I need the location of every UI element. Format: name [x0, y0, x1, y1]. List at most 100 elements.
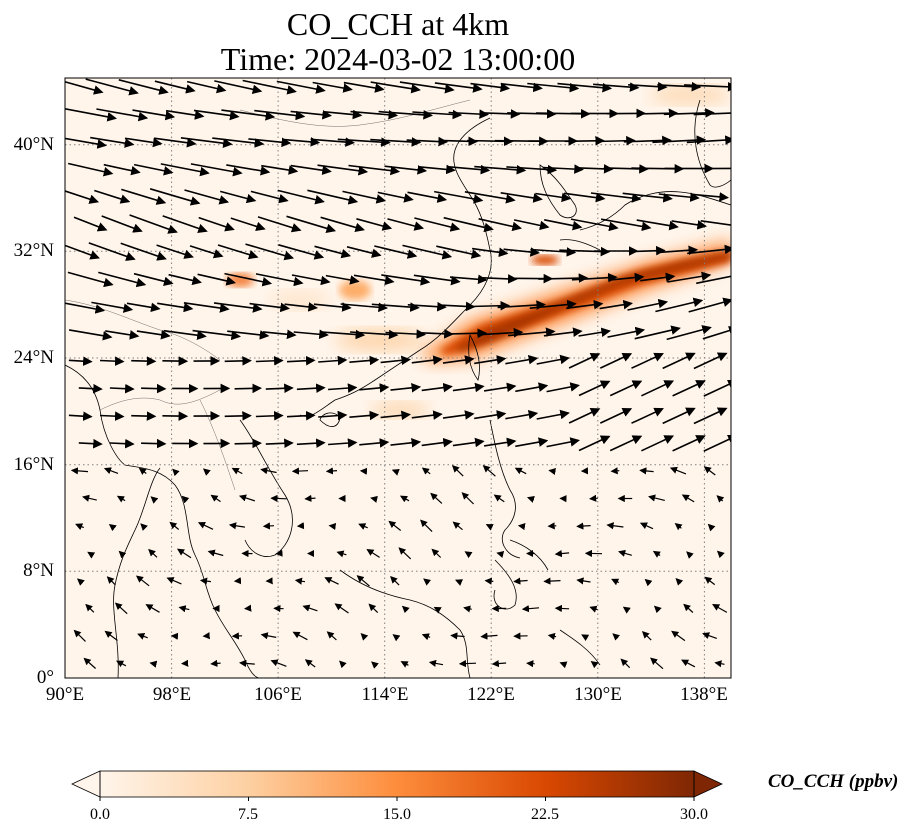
wind-vector [703, 466, 716, 476]
wind-vector [641, 631, 652, 641]
wind-vector [226, 164, 271, 176]
wind-vector [571, 272, 618, 283]
wind-vector [702, 325, 731, 340]
wind-vector [505, 354, 539, 365]
wind-vector [138, 467, 147, 475]
wind-vector [543, 327, 583, 337]
wind-vector [407, 301, 447, 312]
wind-vector [75, 523, 85, 531]
wind-vector [176, 548, 192, 559]
wind-vector [374, 245, 418, 259]
wind-vector [442, 410, 475, 420]
lon-tick-label: 106°E [254, 684, 302, 705]
wind-vector [442, 301, 476, 312]
wind-vector [314, 245, 352, 259]
wind-vector [221, 109, 276, 121]
wind-vector [461, 492, 475, 505]
wind-vector [674, 522, 683, 531]
wind-vector [150, 496, 159, 504]
wind-vector [600, 218, 652, 232]
wind-vector [277, 189, 325, 205]
lat-tick-label: 16°N [13, 454, 54, 475]
wind-vector [96, 108, 149, 122]
wind-vector [105, 330, 140, 340]
colorbar-min-extend [71, 770, 101, 798]
wind-vector [439, 136, 478, 147]
wind-vector [618, 549, 632, 557]
wind-vector [116, 495, 126, 503]
colorbar [71, 770, 723, 801]
wind-vector [392, 634, 401, 642]
wind-vector [109, 383, 135, 394]
wind-vector [414, 217, 461, 232]
wind-vector [589, 494, 598, 502]
wind-vector [346, 246, 382, 258]
wind-vector [452, 382, 485, 393]
wind-vector [78, 438, 103, 449]
wind-vector [428, 659, 444, 667]
wind-vector [318, 355, 348, 366]
wind-vector [548, 467, 557, 476]
wind-vector [506, 164, 558, 175]
wind-vector [293, 329, 329, 340]
wind-vector [693, 352, 728, 370]
wind-vector [620, 658, 631, 669]
wind-vector [109, 438, 135, 449]
wind-vector [641, 435, 675, 452]
borders [65, 99, 471, 491]
wind-vector [214, 80, 263, 95]
wind-vector [381, 274, 431, 286]
wind-vector [669, 466, 687, 475]
wind-vector [108, 523, 117, 532]
wind-vector [87, 551, 96, 559]
wind-vector [192, 329, 241, 341]
wind-vector [693, 407, 728, 425]
wind-vector [320, 216, 365, 233]
wind-vector [390, 383, 422, 393]
wind-vector [276, 80, 326, 94]
wind-vector [480, 109, 521, 119]
wind-vector [213, 302, 263, 313]
wind-vector [641, 380, 675, 397]
wind-vector [212, 137, 265, 148]
wind-vector [340, 302, 388, 313]
wind-vector [423, 578, 432, 586]
wind-vector [317, 164, 369, 176]
wind-vector [228, 522, 245, 530]
wind-vector [270, 494, 287, 503]
lon-tick-label: 122°E [467, 684, 515, 705]
wind-vector [653, 605, 662, 614]
wind-vector [629, 245, 666, 256]
wind-vector [526, 495, 535, 503]
wind-vector [482, 465, 496, 477]
wind-vector [402, 244, 453, 260]
wind-vector [73, 216, 108, 232]
wind-vector [296, 438, 326, 448]
wind-vector [234, 438, 262, 449]
wind-vector [292, 631, 308, 641]
wind-vector [500, 192, 543, 203]
wind-vector [198, 216, 235, 232]
wind-vector [129, 214, 178, 234]
wind-vector [65, 137, 107, 149]
wind-vector [137, 632, 148, 640]
wind-vector [554, 604, 570, 613]
wind-vector [421, 382, 453, 393]
wind-vector [515, 382, 549, 393]
wind-vector [622, 192, 673, 203]
wind-vector [180, 137, 233, 148]
wind-vector [339, 660, 347, 669]
wind-vector [166, 577, 182, 585]
wind-vector [136, 329, 171, 340]
wind-vector [672, 435, 706, 452]
wind-vector [568, 408, 601, 424]
wind-vector [640, 272, 676, 283]
wind-vector [286, 410, 316, 421]
wind-vector [526, 660, 535, 668]
wind-vector [399, 495, 410, 503]
wind-vector [536, 354, 570, 365]
wind-vector [484, 577, 494, 585]
wind-vector [328, 438, 358, 448]
wind-vector [282, 137, 321, 147]
wind-vector [189, 245, 224, 259]
